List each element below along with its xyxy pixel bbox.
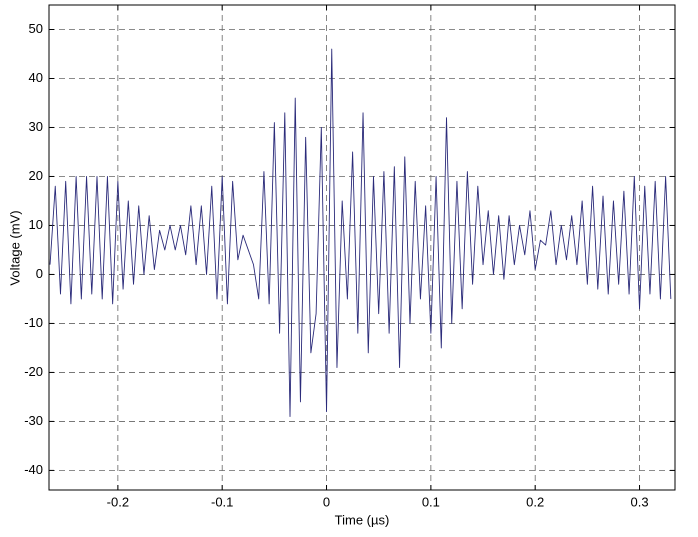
- y-tick-label: -40: [24, 462, 43, 477]
- y-axis-label: Voltage (mV): [7, 210, 22, 285]
- x-tick-label: -0.2: [107, 494, 129, 509]
- y-tick-label: -20: [24, 364, 43, 379]
- x-tick-label: 0: [323, 494, 330, 509]
- x-axis-label: Time (µs): [335, 512, 390, 527]
- y-tick-label: -30: [24, 413, 43, 428]
- x-tick-label: 0.3: [630, 494, 648, 509]
- x-tick-label: 0.2: [526, 494, 544, 509]
- series-line: [49, 48, 672, 417]
- y-tick-label: 40: [29, 70, 43, 85]
- y-tick-label: 10: [29, 217, 43, 232]
- y-tick-label: 0: [36, 266, 43, 281]
- x-tick-label: -0.1: [211, 494, 233, 509]
- y-tick-label: 30: [29, 119, 43, 134]
- y-tick-label: -10: [24, 315, 43, 330]
- x-tick-label: 0.1: [422, 494, 440, 509]
- plot-frame: [48, 4, 676, 491]
- y-tick-label: 20: [29, 168, 43, 183]
- y-tick-label: 50: [29, 21, 43, 36]
